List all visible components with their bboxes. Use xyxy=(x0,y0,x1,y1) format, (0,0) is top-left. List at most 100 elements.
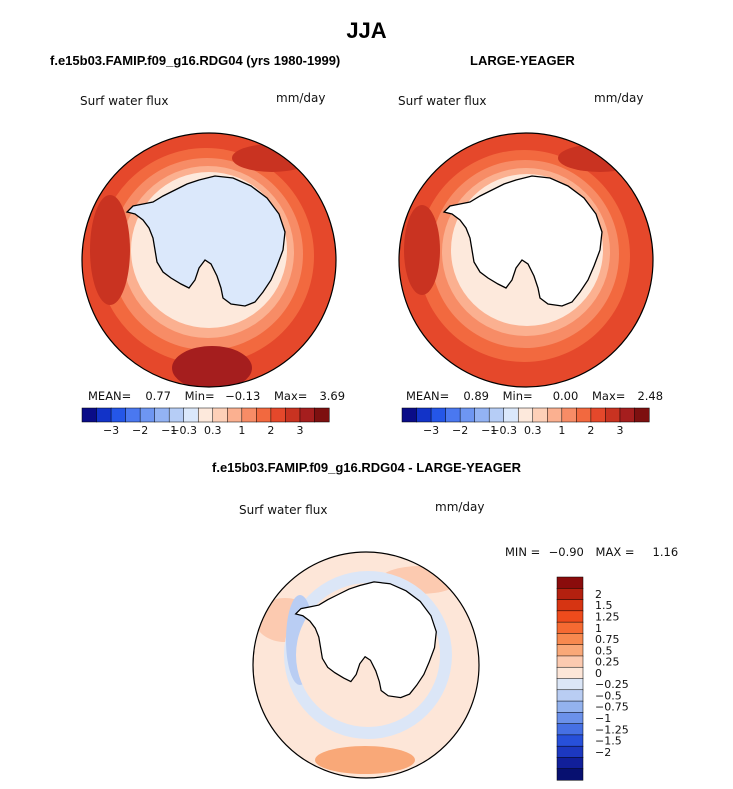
colorbar-1-swatch xyxy=(227,407,243,423)
colorbar-2-swatch xyxy=(430,407,447,423)
colorbar-diff-swatch xyxy=(556,734,584,747)
panel-2-min-value: 0.00 xyxy=(552,389,579,403)
panel-2-variable-label: Surf water flux xyxy=(398,94,487,108)
colorbar-diff-swatch xyxy=(556,689,584,702)
colorbar-diff-tick-label: 0.5 xyxy=(595,644,613,657)
colorbar-diff-tick-label: −0.75 xyxy=(595,701,629,714)
colorbar-2-tick-label: −2 xyxy=(452,424,468,437)
colorbar-diff-swatch xyxy=(556,678,584,691)
panel-1-title: f.e15b03.FAMIP.f09_g16.RDG04 (yrs 1980-1… xyxy=(50,53,341,68)
colorbar-diff-tick-label: −1.25 xyxy=(595,723,629,736)
colorbar-diff-tick-label: 0 xyxy=(595,667,602,680)
colorbar-1-tick-label: −1 xyxy=(161,424,177,437)
colorbar-diff-tick-label: 0.75 xyxy=(595,633,620,646)
diff-max-value: 1.16 xyxy=(652,545,679,559)
colorbar-1-tick-label: 0.3 xyxy=(204,424,222,437)
colorbar-diff-swatch xyxy=(556,588,584,601)
main-title: JJA xyxy=(346,18,387,43)
colorbar-1-swatch xyxy=(241,407,257,423)
map-1-north-patch xyxy=(232,144,312,172)
colorbar-diff-tick-label: −1 xyxy=(595,712,611,725)
panel-1-max-value: 3.69 xyxy=(319,389,346,403)
colorbar-1-tick-label: 1 xyxy=(238,424,245,437)
panel-2-max-value: 2.48 xyxy=(637,389,664,403)
colorbar-1-tick-label: −3 xyxy=(103,424,119,437)
diff-min-label: MIN = xyxy=(505,545,541,559)
colorbar-1-tick-label: 3 xyxy=(296,424,303,437)
map-3 xyxy=(253,552,479,778)
colorbar-diff-swatch xyxy=(556,757,584,770)
colorbar-diff-swatch xyxy=(556,633,584,646)
panel-2-max-label: Max= xyxy=(591,389,626,403)
colorbar-diff-swatch xyxy=(556,644,584,657)
colorbar-2-swatch xyxy=(576,407,592,423)
colorbar-2-swatch xyxy=(416,407,432,423)
colorbar-diff-swatch xyxy=(556,745,584,758)
colorbar-1-swatch xyxy=(285,407,301,423)
panel-1-min-label: Min= xyxy=(184,389,215,403)
colorbar-diff-tick-label: 2 xyxy=(595,588,602,601)
colorbar-diff-swatch xyxy=(556,666,584,680)
colorbar-diff-swatch xyxy=(556,599,584,612)
panel-1-max-label: Max= xyxy=(273,389,308,403)
colorbar-diff-swatch xyxy=(556,610,584,623)
colorbar-2: −3 −2 −1−0.3 0.3 1 2 3 xyxy=(401,407,650,437)
colorbar-1-swatch xyxy=(212,407,228,423)
colorbar-2-swatch xyxy=(488,407,505,423)
colorbar-diff-swatch xyxy=(556,700,584,713)
colorbar-1-swatch xyxy=(256,407,272,423)
panel-2-mean-value: 0.89 xyxy=(463,389,489,403)
diff-panel-title: f.e15b03.FAMIP.f09_g16.RDG04 - LARGE-YEA… xyxy=(212,460,521,475)
colorbar-1-swatch xyxy=(81,407,98,423)
map-2-west-patch xyxy=(404,205,440,295)
panel-1-stats: MEAN= 0.77 Min= −0.13 Max= 3.69 xyxy=(88,389,345,403)
colorbar-1-swatch xyxy=(154,407,170,423)
colorbar-2-tick-label: −0.3 xyxy=(490,424,517,437)
colorbar-diff-tick-label: −0.25 xyxy=(595,678,629,691)
colorbar-1: −3 −2 −1−0.3 0.3 1 2 3 xyxy=(81,407,330,437)
colorbar-diff-swatch xyxy=(556,655,584,668)
map-1-max-patch xyxy=(172,346,252,387)
panel-1-mean-label: MEAN= xyxy=(88,389,132,403)
map-2 xyxy=(399,133,653,387)
colorbar-2-swatch xyxy=(590,407,606,423)
colorbar-diff: 21.51.2510.750.50.250−0.25−0.5−0.75−1−1.… xyxy=(556,576,629,781)
colorbar-2-tick-label: 0.3 xyxy=(524,424,542,437)
diff-panel-units-label: mm/day xyxy=(435,500,485,514)
colorbar-diff-tick-label: −2 xyxy=(595,746,611,759)
colorbar-diff-tick-label: −0.5 xyxy=(595,689,622,702)
colorbar-2-swatch xyxy=(605,407,621,423)
colorbar-2-swatch xyxy=(503,407,519,423)
colorbar-2-swatch xyxy=(634,407,650,423)
map-1 xyxy=(82,133,336,387)
panel-1-mean-value: 0.77 xyxy=(145,389,171,403)
colorbar-1-swatch xyxy=(299,407,316,423)
colorbar-2-swatch xyxy=(561,407,577,423)
colorbar-2-swatch xyxy=(547,407,563,423)
panel-1-units-label: mm/day xyxy=(276,91,326,105)
panel-2-mean-label: MEAN= xyxy=(406,389,450,403)
colorbar-diff-tick-label: 0.25 xyxy=(595,656,620,669)
colorbar-diff-tick-label: 1.5 xyxy=(595,599,613,612)
diff-panel-variable-label: Surf water flux xyxy=(239,503,328,517)
colorbar-1-tick-label: −2 xyxy=(132,424,148,437)
colorbar-2-swatch xyxy=(445,407,461,423)
colorbar-1-swatch xyxy=(110,407,127,423)
colorbar-2-tick-label: 1 xyxy=(558,424,565,437)
map-3-positive-patch-3 xyxy=(315,746,415,774)
panel-1-variable-label: Surf water flux xyxy=(80,94,169,108)
panel-2-units-label: mm/day xyxy=(594,91,644,105)
panel-1-min-value: −0.13 xyxy=(225,389,261,403)
colorbar-2-swatch xyxy=(619,407,636,423)
colorbar-1-swatch xyxy=(183,407,199,423)
colorbar-diff-tick-label: −1.5 xyxy=(595,735,622,748)
map-2-north-patch xyxy=(558,144,642,172)
colorbar-2-swatch xyxy=(532,407,548,423)
map-1-west-patch xyxy=(90,195,130,305)
colorbar-diff-swatch xyxy=(556,768,584,781)
map-3-border xyxy=(252,551,480,779)
diff-panel-stats: MIN = −0.90 MAX = 1.16 xyxy=(505,545,678,559)
colorbar-1-swatch xyxy=(96,407,112,423)
colorbar-diff-tick-label: 1.25 xyxy=(595,610,620,623)
map-2-border xyxy=(398,132,654,388)
